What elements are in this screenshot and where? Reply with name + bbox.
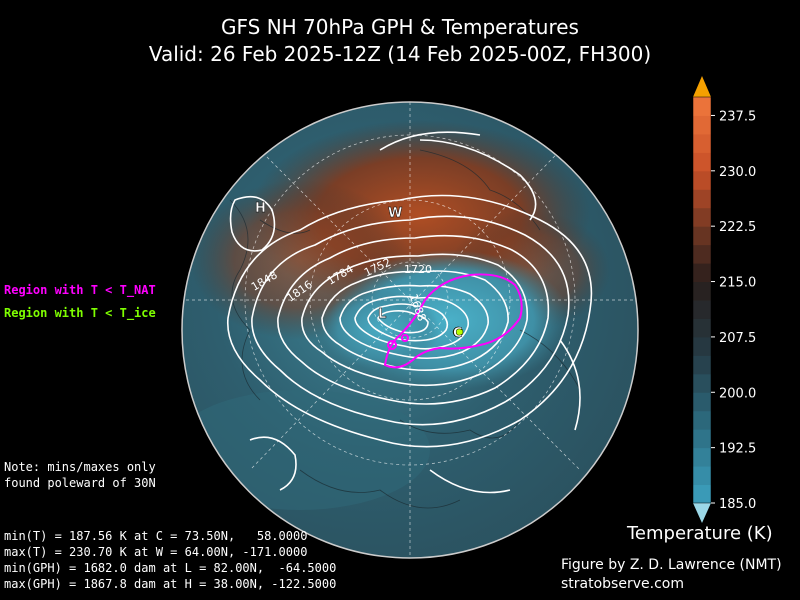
colorbar-band — [693, 133, 711, 153]
legend-t-nat: Region with T < T_NAT — [4, 283, 156, 297]
colorbar-band — [693, 170, 711, 190]
t-nat-region — [383, 273, 523, 369]
colorbar-band — [693, 300, 711, 319]
colorbar-band — [693, 447, 711, 467]
colorbar-band — [693, 97, 711, 116]
colorbar-band — [693, 226, 711, 246]
colorbar-band — [693, 115, 711, 135]
colorbar-tick-label: 207.5 — [719, 331, 756, 346]
colorbar-tick-label: 222.5 — [719, 220, 756, 235]
colorbar-tick-label: 237.5 — [719, 109, 756, 124]
colorbar-band — [693, 244, 711, 264]
figure-title: GFS NH 70hPa GPH & Temperatures — [221, 15, 579, 39]
figure-subtitle: Valid: 26 Feb 2025-12Z (14 Feb 2025-00Z,… — [148, 42, 652, 66]
colorbar-tick-label: 215.0 — [719, 276, 756, 291]
colorbar-bands — [693, 97, 711, 504]
colorbar-tick-label: 192.5 — [719, 442, 756, 457]
stat-max-gph: max(GPH) = 1867.8 dam at H = 38.00N, -12… — [4, 577, 337, 591]
credit-site: stratobserve.com — [561, 576, 684, 592]
marker-w: W — [388, 206, 402, 221]
marker-c: C — [453, 326, 463, 341]
colorbar-ticks: 237.5 230.0 222.5 215.0 207.5 200.0 192.5 185.0 — [711, 109, 756, 512]
colorbar-band — [693, 281, 711, 301]
legend-t-ice: Region with T < T_ice — [4, 306, 156, 320]
colorbar-band — [693, 336, 711, 356]
colorbar-band — [693, 410, 711, 430]
colorbar-band — [693, 189, 711, 209]
colorbar-tick-label: 230.0 — [719, 165, 756, 180]
note-line-2: found poleward of 30N — [4, 476, 156, 490]
marker-l: L — [378, 307, 386, 322]
gph-contours — [227, 131, 593, 494]
colorbar-band — [693, 373, 711, 393]
contour-label: 1720 — [404, 263, 432, 276]
colorbar-title: Temperature (K) — [627, 523, 773, 544]
colorbar-tick-label: 200.0 — [719, 386, 756, 401]
stat-max-t: max(T) = 230.70 K at W = 64.00N, -171.00… — [4, 545, 308, 559]
colorbar-band — [693, 429, 711, 449]
colorbar-band — [693, 466, 711, 486]
map-border — [181, 101, 639, 559]
colorbar-band — [693, 263, 711, 283]
stat-min-gph: min(GPH) = 1682.0 dam at L = 82.00N, -64… — [4, 561, 337, 575]
stat-min-t: min(T) = 187.56 K at C = 73.50N, 58.0000 — [4, 529, 308, 543]
credit-author: Figure by Z. D. Lawrence (NMT) — [561, 557, 782, 573]
colorbar-band — [693, 152, 711, 172]
note-line-1: Note: mins/maxes only — [4, 460, 156, 474]
colorbar-band — [693, 392, 711, 412]
colorbar-band — [693, 484, 711, 504]
colorbar-band — [693, 355, 711, 375]
colorbar-tick-label: 185.0 — [719, 497, 756, 512]
colorbar-band — [693, 318, 711, 338]
colorbar-max-arrow — [693, 76, 711, 97]
colorbar-band — [693, 207, 711, 227]
colorbar-min-arrow — [693, 503, 711, 523]
marker-h: H — [255, 201, 266, 216]
